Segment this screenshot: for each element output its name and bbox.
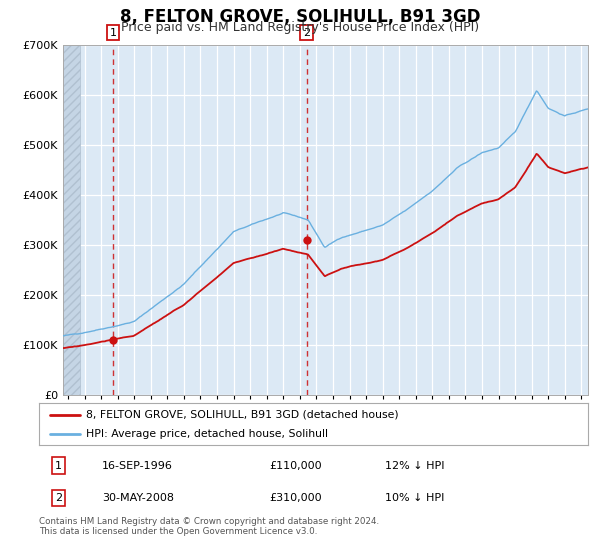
Text: Price paid vs. HM Land Registry's House Price Index (HPI): Price paid vs. HM Land Registry's House …	[121, 21, 479, 34]
Text: 2: 2	[55, 493, 62, 503]
Text: 1: 1	[55, 460, 62, 470]
Text: 2: 2	[303, 27, 310, 38]
Text: 10% ↓ HPI: 10% ↓ HPI	[385, 493, 444, 503]
Text: 30-MAY-2008: 30-MAY-2008	[102, 493, 174, 503]
Text: 8, FELTON GROVE, SOLIHULL, B91 3GD (detached house): 8, FELTON GROVE, SOLIHULL, B91 3GD (deta…	[86, 409, 398, 419]
Text: 16-SEP-1996: 16-SEP-1996	[102, 460, 173, 470]
Text: £110,000: £110,000	[269, 460, 322, 470]
Text: Contains HM Land Registry data © Crown copyright and database right 2024.
This d: Contains HM Land Registry data © Crown c…	[39, 517, 379, 536]
Text: 1: 1	[109, 27, 116, 38]
Text: HPI: Average price, detached house, Solihull: HPI: Average price, detached house, Soli…	[86, 429, 328, 439]
Bar	[63, 45, 80, 395]
Text: 8, FELTON GROVE, SOLIHULL, B91 3GD: 8, FELTON GROVE, SOLIHULL, B91 3GD	[120, 8, 480, 26]
Text: £310,000: £310,000	[269, 493, 322, 503]
Text: 12% ↓ HPI: 12% ↓ HPI	[385, 460, 445, 470]
